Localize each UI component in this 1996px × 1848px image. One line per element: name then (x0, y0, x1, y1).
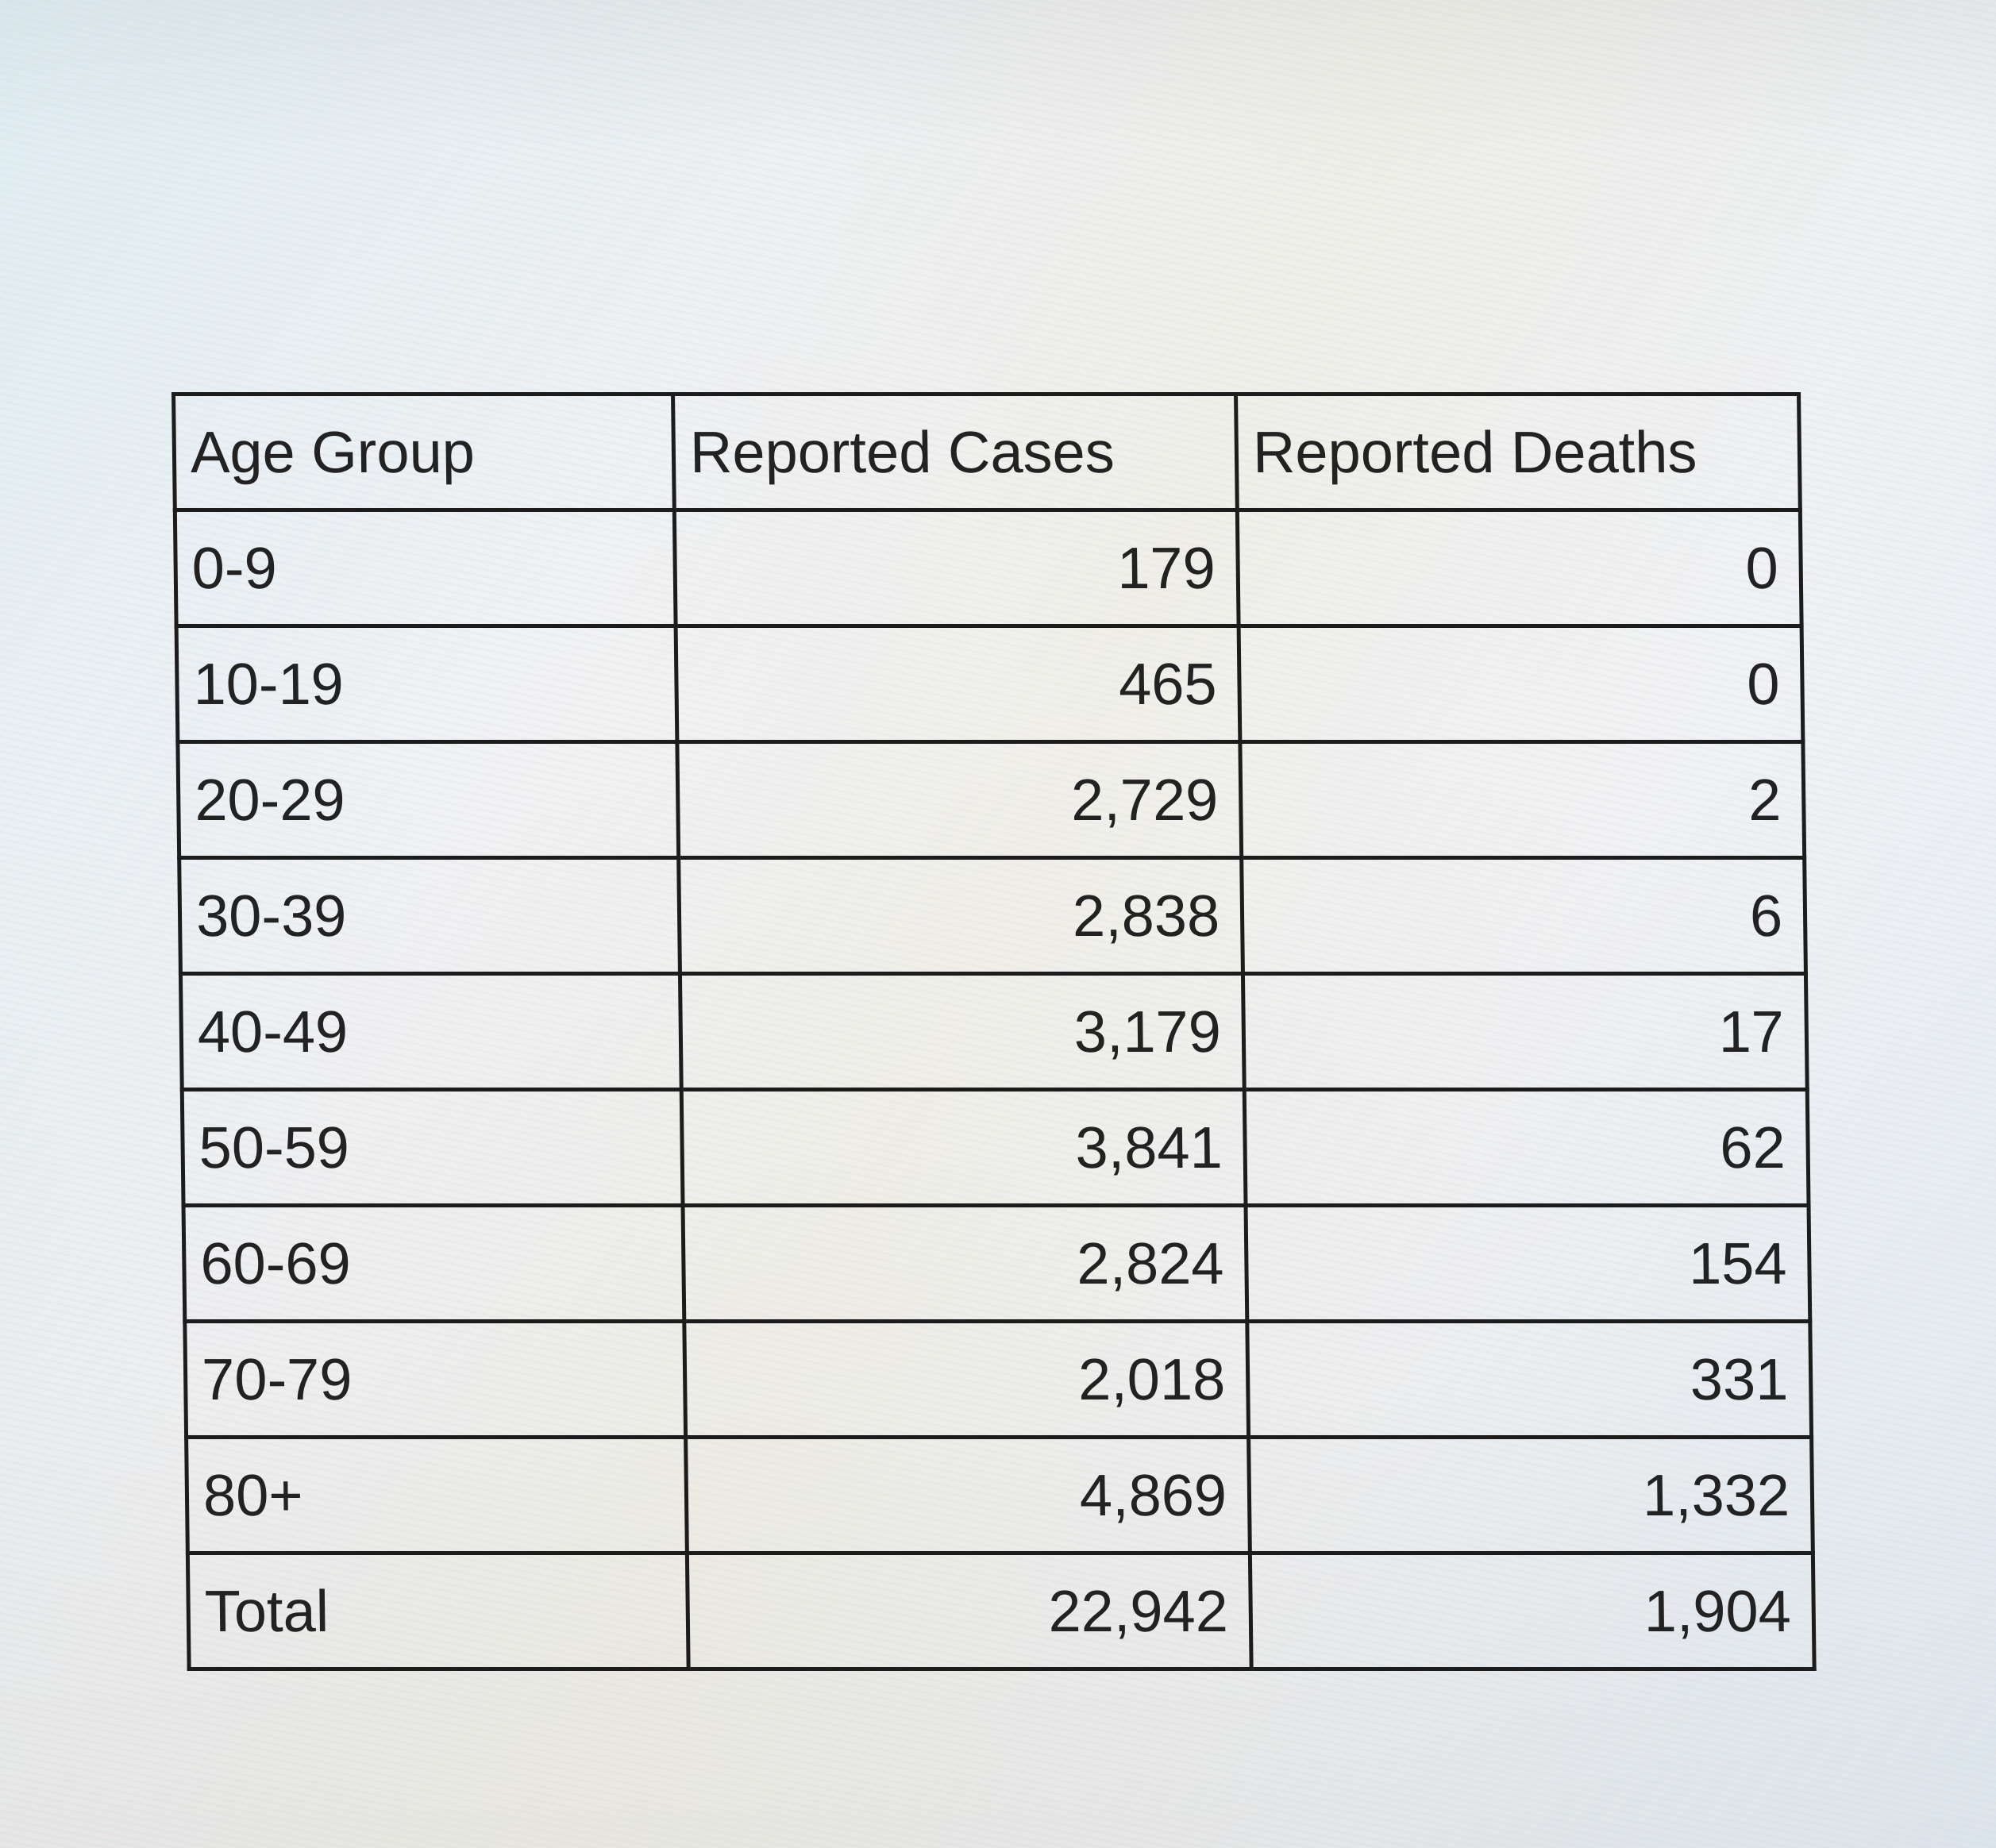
total-reported-deaths: 1,904 (1250, 1553, 1815, 1669)
reported-deaths-cell: 1,332 (1248, 1437, 1813, 1553)
reported-cases-cell: 3,179 (680, 973, 1245, 1090)
table-row: 40-49 3,179 17 (180, 973, 1808, 1090)
age-group-cell: 0-9 (175, 510, 676, 626)
reported-deaths-cell: 62 (1244, 1089, 1809, 1206)
reported-deaths-cell: 331 (1247, 1321, 1812, 1438)
header-age-group: Age Group (173, 394, 675, 510)
reported-cases-cell: 2,018 (684, 1321, 1249, 1438)
age-group-cell: 20-29 (177, 741, 679, 858)
header-row: Age Group Reported Cases Reported Deaths (173, 394, 1801, 510)
reported-cases-cell: 2,838 (678, 857, 1243, 974)
table-row: 70-79 2,018 331 (184, 1321, 1812, 1438)
reported-cases-cell: 4,869 (685, 1437, 1250, 1553)
reported-deaths-cell: 2 (1239, 741, 1805, 858)
total-label: Total (187, 1553, 689, 1669)
reported-cases-cell: 179 (674, 510, 1239, 626)
table-row: 20-29 2,729 2 (177, 741, 1805, 858)
age-group-cell: 10-19 (176, 626, 677, 742)
reported-cases-cell: 2,824 (683, 1205, 1247, 1322)
table-row: 60-69 2,824 154 (183, 1205, 1810, 1322)
total-reported-cases: 22,942 (687, 1553, 1252, 1669)
reported-deaths-cell: 0 (1239, 626, 1803, 742)
age-group-table: Age Group Reported Cases Reported Deaths… (171, 392, 1817, 1671)
header-reported-deaths: Reported Deaths (1235, 394, 1801, 510)
age-group-cell: 70-79 (184, 1321, 686, 1438)
reported-cases-cell: 2,729 (676, 741, 1242, 858)
age-group-cell: 30-39 (179, 857, 680, 974)
reported-deaths-cell: 154 (1246, 1205, 1810, 1322)
age-group-cell: 40-49 (180, 973, 682, 1090)
table-row: 10-19 465 0 (176, 626, 1803, 742)
reported-deaths-cell: 17 (1243, 973, 1808, 1090)
age-group-cell: 50-59 (182, 1089, 684, 1206)
table-row: 80+ 4,869 1,332 (186, 1437, 1813, 1553)
table-row: 0-9 179 0 (175, 510, 1802, 626)
reported-deaths-cell: 6 (1241, 857, 1806, 974)
reported-deaths-cell: 0 (1237, 510, 1802, 626)
age-group-cell: 60-69 (183, 1205, 684, 1322)
table-row: 50-59 3,841 62 (182, 1089, 1809, 1206)
total-row: Total 22,942 1,904 (187, 1553, 1815, 1669)
age-group-cell: 80+ (186, 1437, 688, 1553)
header-reported-cases: Reported Cases (672, 394, 1238, 510)
reported-cases-cell: 465 (676, 626, 1240, 742)
reported-cases-cell: 3,841 (681, 1089, 1247, 1206)
table-row: 30-39 2,838 6 (179, 857, 1806, 974)
